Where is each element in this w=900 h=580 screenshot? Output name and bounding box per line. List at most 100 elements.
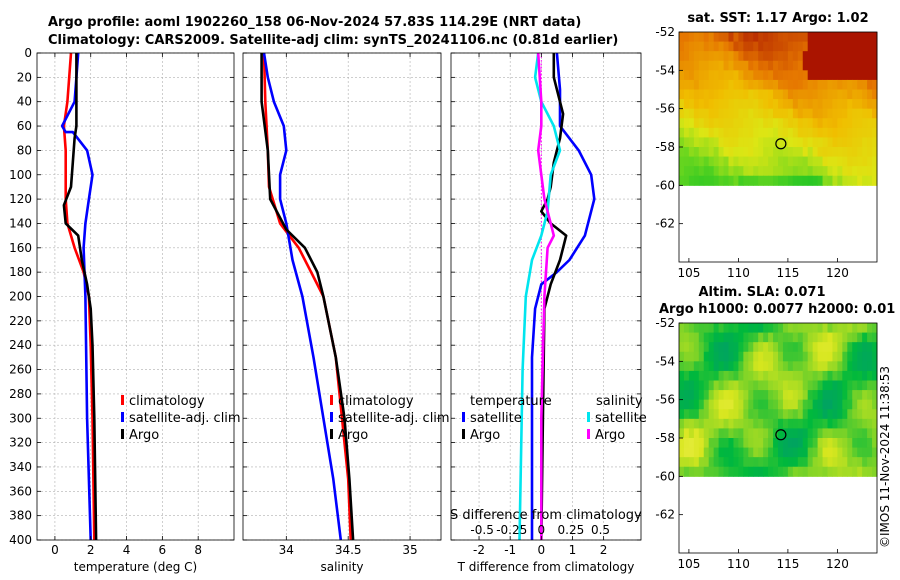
- map-cell: [782, 89, 789, 100]
- map-cell: [787, 447, 794, 458]
- map-cell: [807, 60, 814, 71]
- map-cell: [867, 127, 873, 138]
- map-cell: [758, 332, 764, 343]
- map-cell: [758, 60, 764, 71]
- map-cell: [842, 351, 848, 362]
- map-cell: [802, 447, 809, 458]
- map-cell: [837, 127, 843, 138]
- y-tick-label: 320: [9, 436, 32, 450]
- map-cell: [802, 137, 809, 148]
- map-cell: [738, 361, 744, 372]
- map-cell: [723, 418, 729, 429]
- map-cell: [802, 79, 809, 90]
- map-cell: [768, 438, 774, 449]
- argo-location-marker: [775, 138, 787, 150]
- map-cell: [842, 99, 848, 110]
- map-cell: [822, 79, 828, 90]
- map-cell: [738, 447, 744, 458]
- map-cell: [683, 457, 690, 468]
- map-cell: [862, 147, 868, 158]
- map-cell: [847, 147, 853, 158]
- map-cell: [837, 332, 843, 343]
- map-cell: [812, 390, 819, 401]
- map-cell: [778, 156, 784, 167]
- legend-label: satellite: [595, 411, 647, 426]
- map-cell: [792, 332, 799, 343]
- map-cell: [679, 332, 685, 343]
- map-cell: [872, 418, 878, 429]
- map-cell: [698, 70, 705, 81]
- map-cell: [738, 99, 744, 110]
- map-cell: [822, 361, 828, 372]
- map-cell: [758, 79, 764, 90]
- map-cell: [817, 175, 824, 186]
- map-cell: [693, 361, 700, 372]
- map-cell: [728, 70, 734, 81]
- map-cell: [688, 428, 695, 439]
- map-cell: [807, 351, 814, 362]
- x-tick-label: -2: [473, 543, 485, 557]
- map-cell: [822, 370, 828, 381]
- x-tick-label: 120: [826, 557, 849, 571]
- map-cell: [832, 137, 838, 148]
- map-cell: [718, 166, 725, 177]
- map-cell: [862, 60, 868, 71]
- map-cell: [797, 342, 804, 353]
- map-cell: [867, 466, 873, 477]
- map-cell: [773, 457, 779, 468]
- map-cell: [857, 175, 863, 186]
- map-cell: [822, 41, 828, 52]
- map-cell: [679, 79, 685, 90]
- map-cell: [787, 79, 794, 90]
- map-cell: [782, 323, 789, 334]
- map-cell: [679, 447, 685, 458]
- map-cell: [768, 342, 774, 353]
- map-cell: [738, 118, 744, 129]
- map-cell: [852, 361, 858, 372]
- map-cell: [842, 447, 848, 458]
- map-cell: [698, 99, 705, 110]
- map-cell: [738, 156, 744, 167]
- map-cell: [857, 399, 863, 410]
- map-cell: [792, 79, 799, 90]
- map-cell: [857, 51, 863, 62]
- map-cell: [713, 457, 720, 468]
- map-cell: [817, 147, 824, 158]
- map-cell: [837, 447, 843, 458]
- map-cell: [773, 99, 779, 110]
- map-cell: [857, 79, 863, 90]
- map-cell: [792, 418, 799, 429]
- map-cell: [778, 118, 784, 129]
- map-cell: [723, 32, 729, 43]
- map-cell: [713, 438, 720, 449]
- map-cell: [718, 409, 725, 420]
- map-cell: [688, 127, 695, 138]
- map-cell: [787, 438, 794, 449]
- map-cell: [847, 351, 853, 362]
- map-cell: [688, 156, 695, 167]
- y-tick-label: -62: [655, 217, 675, 231]
- map-cell: [679, 156, 685, 167]
- map-cell: [688, 99, 695, 110]
- map-cell: [807, 390, 814, 401]
- map-cell: [718, 351, 725, 362]
- map-cell: [703, 99, 710, 110]
- map-cell: [703, 89, 710, 100]
- map-cell: [713, 79, 720, 90]
- map-cell: [812, 166, 819, 177]
- map-cell: [862, 370, 868, 381]
- map-cell: [797, 79, 804, 90]
- map-cell: [753, 147, 759, 158]
- map-cell: [728, 156, 734, 167]
- map-cell: [758, 351, 764, 362]
- map-cell: [703, 108, 710, 119]
- map-cell: [703, 351, 710, 362]
- y-tick-label: -52: [655, 316, 675, 330]
- map-cell: [842, 370, 848, 381]
- map-cell: [753, 175, 759, 186]
- map-cell: [738, 60, 744, 71]
- map-cell: [802, 127, 809, 138]
- map-cell: [743, 137, 749, 148]
- map-cell: [817, 438, 824, 449]
- map-cell: [753, 51, 759, 62]
